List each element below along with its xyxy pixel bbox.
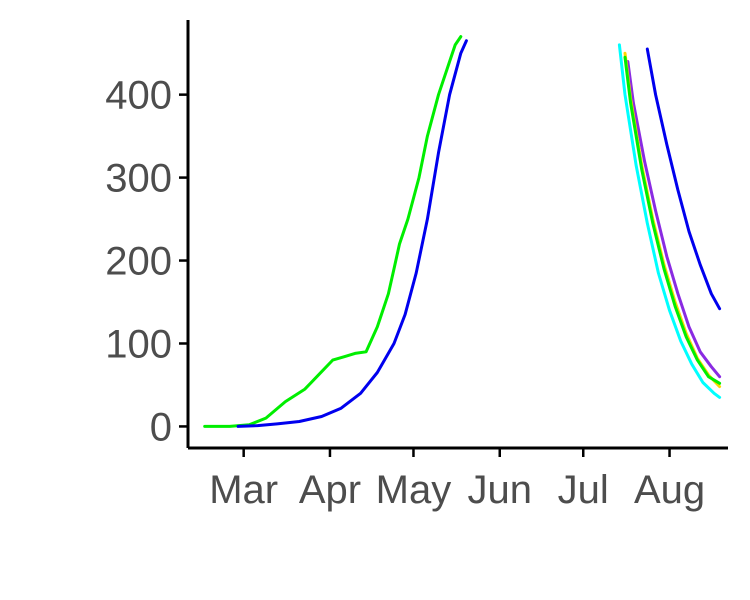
- y-tick-label: 0: [150, 405, 172, 449]
- series-layer: [203, 35, 722, 428]
- x-tick-label: Jun: [468, 468, 533, 512]
- series-line-2: [236, 39, 468, 428]
- y-tick-label: 200: [105, 240, 172, 284]
- x-tick-label: Jul: [558, 468, 609, 512]
- y-tick-label: 300: [105, 157, 172, 201]
- series-line-5: [623, 51, 722, 389]
- x-axis-ticks: Mar Apr May Jun Jul Aug: [209, 448, 705, 512]
- x-tick-label: May: [376, 468, 452, 512]
- y-tick-label: 100: [105, 322, 172, 366]
- series-line-4: [626, 60, 722, 379]
- series-line-6: [623, 55, 722, 385]
- series-line-3: [645, 47, 722, 311]
- y-tick-label: 400: [105, 74, 172, 118]
- series-line-1: [203, 35, 463, 428]
- y-axis-ticks: 0 100 200 300 400: [105, 74, 188, 449]
- x-tick-label: Apr: [299, 468, 361, 512]
- series-line-7: [617, 43, 722, 399]
- x-tick-label: Mar: [209, 468, 278, 512]
- x-tick-label: Aug: [634, 468, 705, 512]
